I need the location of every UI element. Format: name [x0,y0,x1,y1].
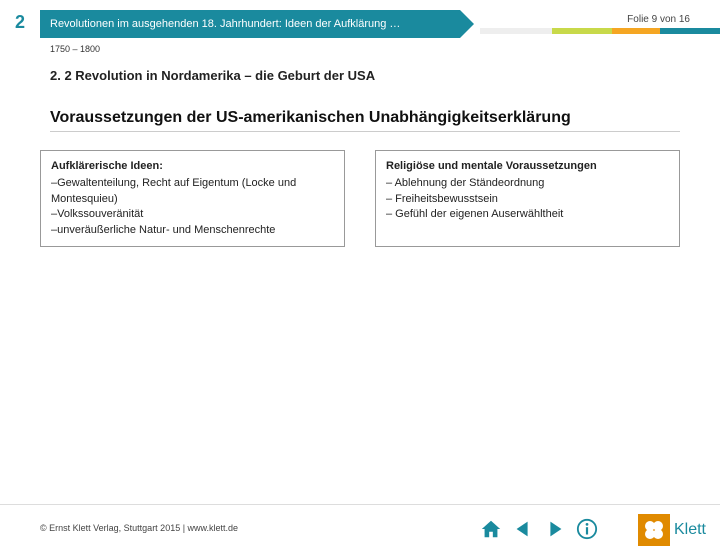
prev-button[interactable] [510,516,536,542]
section-title: 2. 2 Revolution in Nordamerika – die Geb… [50,68,720,83]
triangle-right-icon [544,518,566,540]
info-button[interactable] [574,516,600,542]
list-item: – Gefühl der eigenen Auserwähltheit [386,207,669,222]
home-icon [480,518,502,540]
info-icon [576,518,598,540]
nav-icons [478,516,600,542]
left-box-title: Aufklärerische Ideen: [51,159,334,174]
publisher-logo: Klett [638,514,706,546]
next-button[interactable] [542,516,568,542]
list-item: – Freiheitsbewusstsein [386,192,669,207]
list-item: – Ablehnung der Ständeordnung [386,176,669,191]
slide-counter: Folie 9 von 16 [627,14,690,25]
decorative-stripe [480,28,720,34]
list-item: –unveräußerliche Natur- und Menschenrech… [51,223,334,238]
logo-mark [638,514,670,546]
triangle-left-icon [512,518,534,540]
copyright-text: © Ernst Klett Verlag, Stuttgart 2015 | w… [40,523,238,533]
right-box-title: Religiöse und mentale Voraussetzungen [386,159,669,174]
clover-icon [642,518,666,542]
left-box: Aufklärerische Ideen: –Gewaltenteilung, … [40,150,345,247]
list-item: –Gewaltenteilung, Recht auf Eigentum (Lo… [51,176,334,207]
chapter-number: 2 [0,10,40,38]
dateline: 1750 – 1800 [50,44,720,54]
chapter-title: Revolutionen im ausgehenden 18. Jahrhund… [50,18,400,30]
content-columns: Aufklärerische Ideen: –Gewaltenteilung, … [40,150,680,247]
main-heading: Voraussetzungen der US-amerikanischen Un… [50,109,680,132]
title-bar: Revolutionen im ausgehenden 18. Jahrhund… [40,10,460,38]
home-button[interactable] [478,516,504,542]
logo-text: Klett [674,521,706,539]
right-box: Religiöse und mentale Voraussetzungen – … [375,150,680,247]
list-item: –Volkssouveränität [51,207,334,222]
footer: © Ernst Klett Verlag, Stuttgart 2015 | w… [0,504,720,550]
